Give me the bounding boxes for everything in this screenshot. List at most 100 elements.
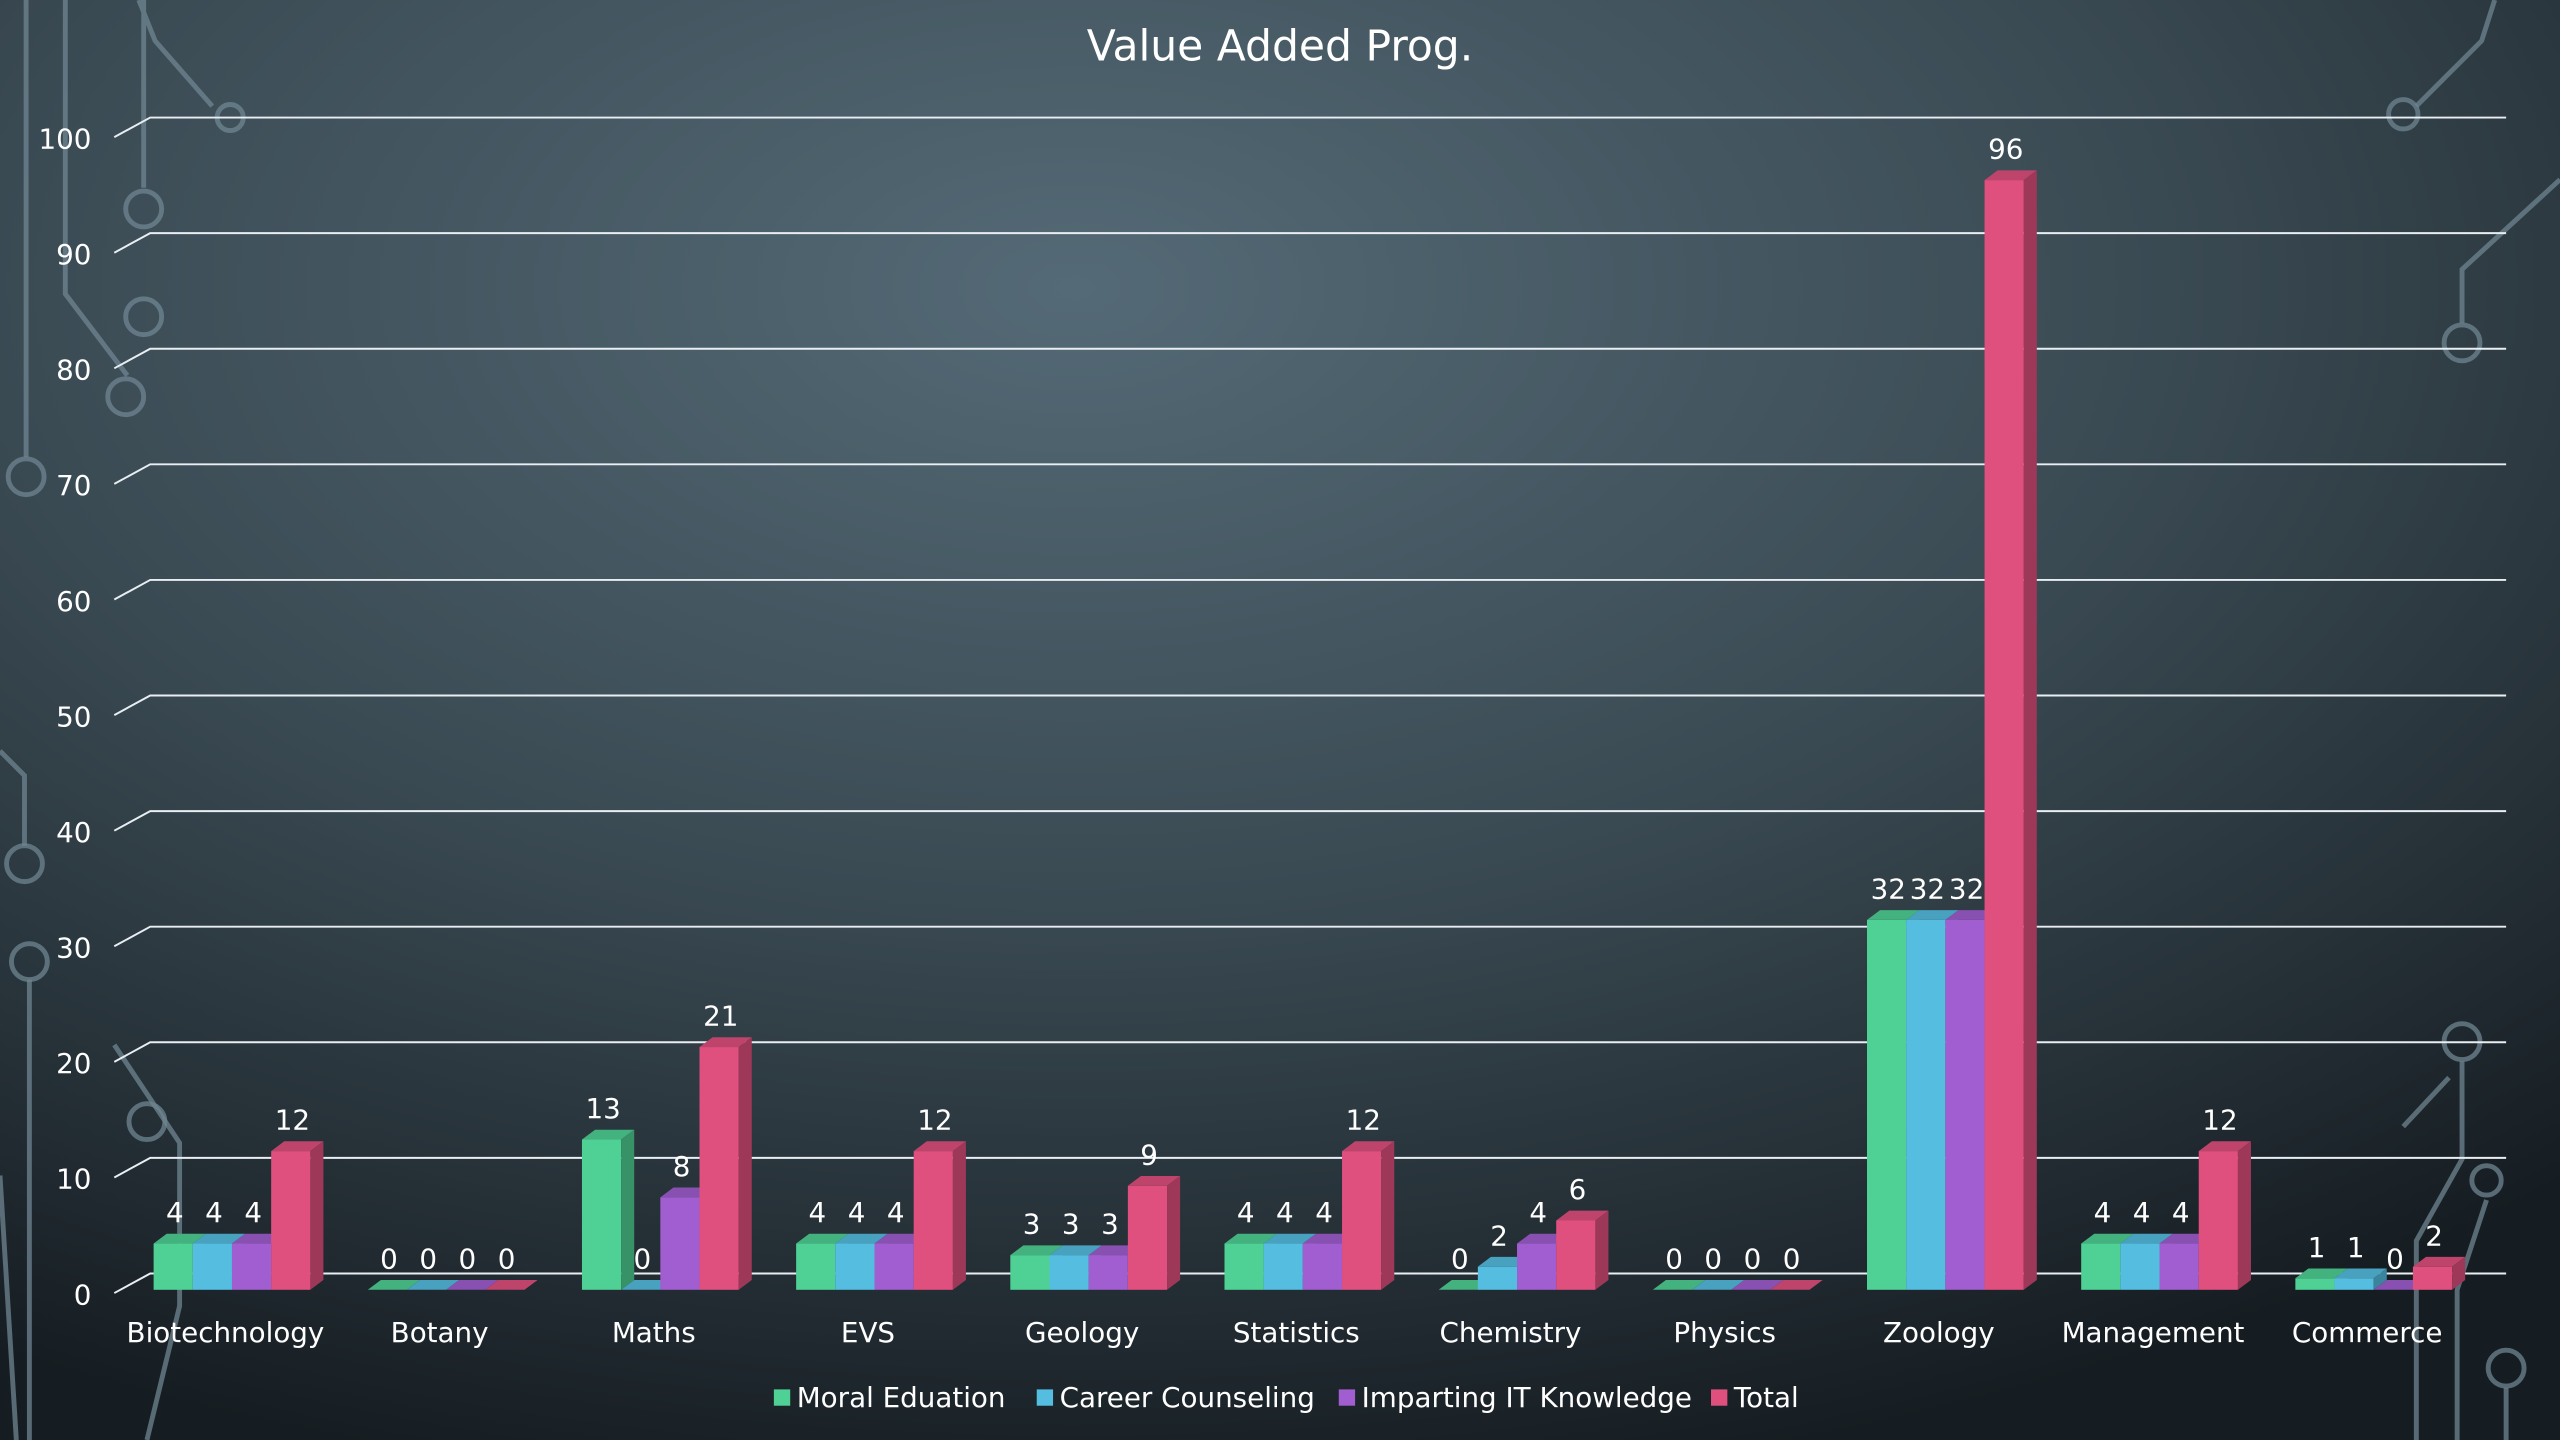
bar	[1556, 1210, 1609, 1290]
bar-top	[699, 1037, 752, 1048]
data-label: 0	[498, 1242, 516, 1275]
bar-front	[874, 1243, 914, 1290]
x-tick-label: Maths	[612, 1316, 696, 1349]
bar-front	[1867, 919, 1907, 1290]
bar-front	[2412, 1266, 2453, 1290]
circuit-line	[0, 749, 183, 1440]
circuit-node	[2469, 1163, 2504, 1198]
bar	[913, 1141, 966, 1290]
data-label: 1	[2308, 1231, 2326, 1264]
grid-line	[113, 232, 2507, 254]
bar-top	[1556, 1210, 1609, 1221]
x-tick-label: EVS	[841, 1316, 895, 1349]
bar-front	[1263, 1243, 1303, 1290]
data-label: 0	[1451, 1242, 1469, 1275]
bar-front	[192, 1243, 232, 1290]
bar-front	[2159, 1243, 2199, 1290]
bar-top	[271, 1141, 324, 1152]
circuit-node	[5, 456, 47, 498]
bar-front	[231, 1243, 272, 1290]
data-label: 4	[887, 1196, 905, 1229]
x-tick-label: Physics	[1673, 1316, 1776, 1349]
bar-top	[1652, 1280, 1706, 1290]
grid-line	[113, 925, 2507, 948]
bar-front	[2120, 1243, 2160, 1290]
bar-top	[2295, 1268, 2348, 1279]
bar-top	[153, 1233, 206, 1244]
bar-top	[485, 1280, 538, 1290]
bar	[581, 1129, 635, 1290]
bar-front	[2198, 1151, 2238, 1290]
bar-top	[446, 1280, 499, 1290]
data-label: 3	[1101, 1208, 1119, 1241]
bar	[699, 1037, 752, 1290]
bar-front	[796, 1243, 836, 1290]
bar-front	[2081, 1243, 2121, 1290]
y-tick-label: 100	[38, 122, 91, 155]
bar-top	[2412, 1256, 2466, 1267]
data-label: 4	[1276, 1196, 1294, 1229]
y-tick-label: 0	[74, 1278, 92, 1311]
data-label: 3	[1023, 1208, 1041, 1241]
bar	[1127, 1175, 1181, 1290]
bar-side	[952, 1141, 966, 1290]
data-label: 4	[166, 1196, 184, 1229]
bar-side	[1595, 1210, 1609, 1290]
bar-front	[1224, 1243, 1264, 1290]
bar	[1770, 1280, 1823, 1290]
y-tick-label: 90	[56, 238, 91, 271]
bar-top	[1867, 910, 1920, 920]
bar-top	[2334, 1268, 2387, 1279]
x-tick-label: Botany	[391, 1316, 489, 1349]
data-label: 1	[2347, 1231, 2365, 1264]
data-label: 0	[1665, 1242, 1683, 1275]
circuit-node	[126, 1101, 168, 1143]
bar	[2334, 1268, 2387, 1290]
bar	[485, 1280, 538, 1290]
bar	[446, 1280, 499, 1290]
bar-front	[1556, 1220, 1596, 1290]
bar-front	[2334, 1278, 2374, 1290]
bar-top	[796, 1233, 849, 1244]
chart-title: Value Added Prog.	[1087, 22, 1473, 71]
bar	[2373, 1280, 2426, 1290]
bar	[367, 1280, 421, 1290]
bar-front	[1127, 1185, 1168, 1290]
grid-line	[113, 578, 2507, 601]
circuit-node	[105, 376, 147, 418]
legend-label: Imparting IT Knowledge	[1362, 1381, 1692, 1414]
legend-swatch	[1711, 1389, 1728, 1406]
circuit-line	[23, 0, 215, 458]
y-tick-label: 70	[56, 469, 91, 502]
circuit-node	[2485, 1347, 2527, 1389]
circuit-node	[123, 296, 165, 338]
bar	[1731, 1280, 1784, 1290]
bar-top	[2373, 1280, 2426, 1290]
data-label: 32	[1910, 873, 1945, 906]
data-label: 4	[809, 1196, 827, 1229]
bar-front	[1945, 919, 1985, 1290]
y-tick-label: 40	[56, 816, 91, 849]
data-label: 4	[1237, 1196, 1255, 1229]
circuit-node	[2386, 97, 2421, 132]
bar-top	[835, 1233, 888, 1244]
data-label: 0	[380, 1242, 398, 1275]
bar-top	[367, 1280, 421, 1290]
x-tick-label: Chemistry	[1440, 1316, 1582, 1349]
data-label: 0	[419, 1242, 437, 1275]
x-tick-label: Statistics	[1233, 1316, 1360, 1349]
circuit-line	[2401, 0, 2560, 1440]
data-label: 4	[2172, 1196, 2190, 1229]
data-label: 13	[586, 1092, 621, 1125]
bar-top	[1127, 1175, 1181, 1186]
data-label: 4	[1315, 1196, 1333, 1229]
circuit-node	[8, 941, 50, 983]
bar-top	[1010, 1245, 1063, 1256]
bar-top	[2120, 1233, 2173, 1244]
grid-line	[113, 1272, 2507, 1294]
bar-front	[1342, 1151, 1382, 1290]
bar-front	[153, 1243, 193, 1290]
bar-front	[1906, 919, 1946, 1290]
